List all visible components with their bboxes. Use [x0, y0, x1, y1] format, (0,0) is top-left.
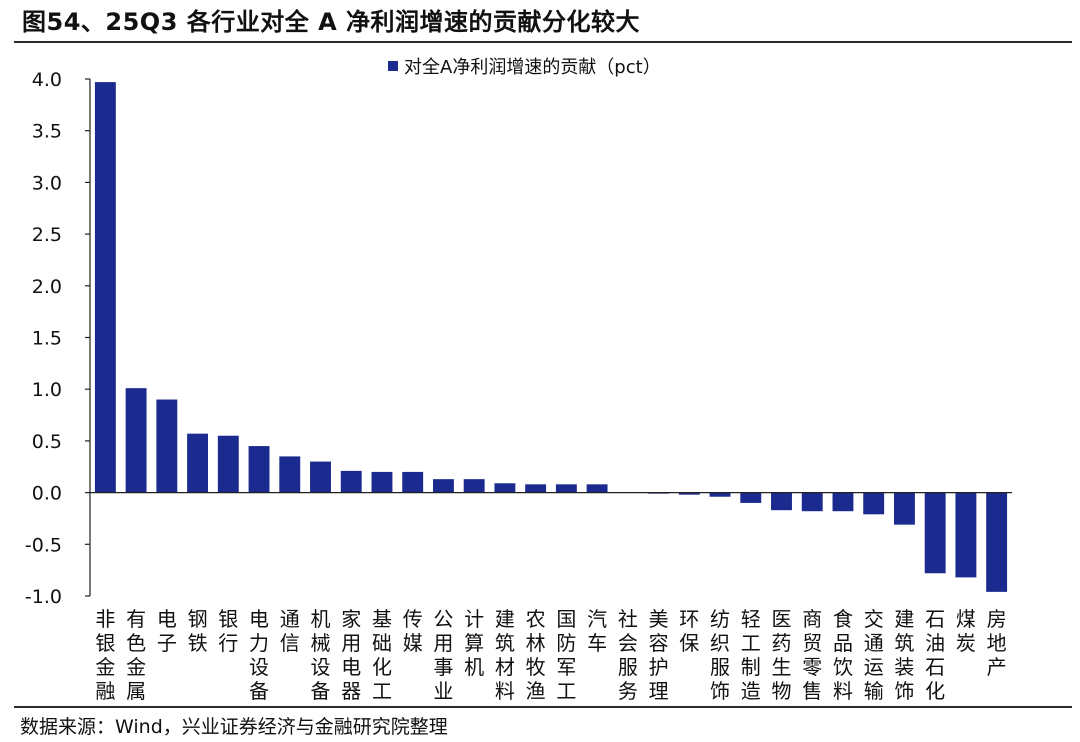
bar: [893, 492, 915, 525]
bar: [494, 483, 516, 493]
y-tick-label: 1.0: [32, 379, 62, 401]
y-tick-label: 3.5: [32, 121, 62, 143]
x-tick-label: 建筑材料: [495, 607, 515, 703]
bar: [771, 492, 792, 511]
bar: [310, 461, 331, 493]
legend-label: 对全A净利润增速的贡献（pct）: [404, 57, 661, 78]
bar: [709, 492, 731, 497]
x-tick-label: 农林牧渔: [526, 607, 546, 703]
bar: [248, 446, 270, 493]
bar: [402, 471, 424, 493]
bar: [156, 399, 178, 493]
x-tick-label: 煤炭: [956, 607, 976, 655]
bar: [678, 492, 700, 495]
x-tick-label: 公用事业: [433, 607, 453, 703]
x-tick-label: 纺织服饰: [710, 607, 730, 703]
x-tick-label: 非银金融: [95, 607, 115, 703]
x-tick-label: 基础化工: [372, 607, 392, 703]
x-tick-label: 钢铁: [188, 607, 208, 655]
bar: [187, 433, 209, 493]
bar: [125, 388, 147, 493]
y-tick-label: 1.5: [32, 328, 62, 350]
legend-swatch: [388, 61, 398, 71]
y-tick-label: -0.5: [25, 534, 62, 556]
x-tick-label: 食品饮料: [833, 607, 853, 703]
footer-divider: [14, 706, 1072, 708]
y-tick-label: 0.0: [32, 483, 62, 505]
y-tick-label: 3.0: [32, 172, 62, 194]
x-tick-label: 通信: [280, 607, 300, 655]
x-tick-label: 银行: [218, 607, 238, 655]
bar: [801, 492, 823, 512]
bar: [924, 492, 946, 574]
x-tick-label: 家用电器: [341, 607, 361, 703]
bar: [94, 82, 116, 493]
bar: [955, 492, 977, 578]
x-tick-label: 传媒: [403, 607, 423, 655]
bar: [555, 484, 577, 493]
bar: [863, 492, 885, 515]
x-tick-label: 计算机: [464, 607, 484, 679]
bar: [279, 456, 301, 493]
x-tick-label: 美容护理: [649, 607, 669, 703]
source-note: 数据来源：Wind，兴业证券经济与金融研究院整理: [20, 716, 448, 738]
x-tick-label: 建筑装饰: [894, 607, 914, 703]
y-tick-label: 2.5: [32, 224, 62, 246]
bar: [832, 492, 854, 512]
bar: [463, 479, 485, 493]
figure-title: 图54、25Q3 各行业对全 A 净利润增速的贡献分化较大: [22, 8, 641, 36]
bar: [525, 484, 547, 493]
bar: [432, 479, 454, 493]
x-tick-label: 交通运输: [864, 607, 884, 703]
bar: [217, 435, 239, 493]
x-tick-label: 轻工制造: [741, 607, 761, 703]
y-tick-label: -1.0: [25, 586, 62, 608]
bars: [94, 82, 1008, 592]
x-axis-labels: 非银金融有色金属电子钢铁银行电力设备通信机械设备家用电器基础化工传媒公用事业计算…: [95, 607, 1006, 703]
x-tick-label: 医药生物: [772, 607, 792, 703]
x-tick-label: 房地产: [987, 607, 1007, 679]
chart-legend: 对全A净利润增速的贡献（pct）: [388, 57, 661, 78]
bar-chart: 对全A净利润增速的贡献（pct） 4.0 3.5 3.0 2.5 2.0 1.5 1.0 0.…: [25, 57, 1012, 703]
x-tick-label: 汽车: [587, 607, 607, 655]
x-tick-label: 商贸零售: [802, 607, 822, 703]
x-tick-label: 电子: [157, 607, 177, 655]
bar: [340, 470, 362, 493]
y-axis: 4.0 3.5 3.0 2.5 2.0 1.5 1.0 0.5 0.0 -0.5 -1.0: [25, 69, 91, 608]
bar: [986, 492, 1008, 592]
y-tick-label: 4.0: [32, 69, 62, 91]
x-tick-label: 国防军工: [556, 607, 576, 703]
x-tick-label: 社会服务: [618, 607, 638, 703]
bar: [740, 492, 762, 503]
y-tick-label: 0.5: [32, 431, 62, 453]
x-tick-label: 环保: [679, 607, 699, 655]
bar: [586, 484, 608, 493]
x-tick-label: 石油石化: [925, 607, 945, 703]
y-tick-label: 2.0: [32, 276, 62, 298]
title-divider: [14, 41, 1072, 43]
x-tick-label: 电力设备: [249, 607, 269, 703]
bar: [371, 471, 393, 493]
x-tick-label: 有色金属: [126, 607, 146, 703]
x-tick-label: 机械设备: [311, 607, 331, 703]
